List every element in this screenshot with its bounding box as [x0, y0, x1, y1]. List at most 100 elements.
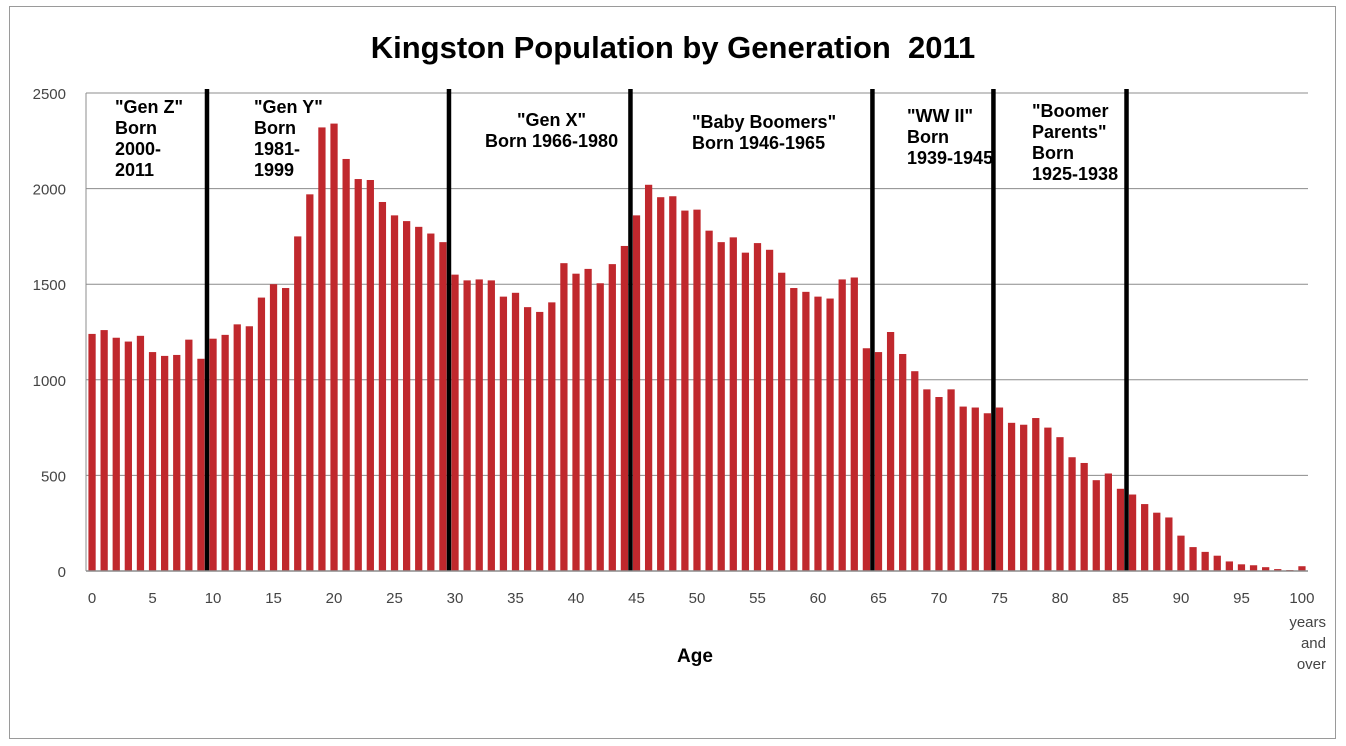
bar [1056, 437, 1064, 571]
bar [136, 335, 145, 571]
bar [523, 307, 532, 571]
bar [717, 242, 725, 572]
bar [366, 179, 374, 571]
bar [209, 338, 217, 571]
x-tick-label: 55 [749, 590, 766, 607]
bar [778, 272, 786, 571]
x-tick-label: 45 [628, 590, 645, 607]
bar [511, 292, 520, 571]
bar [1032, 418, 1040, 571]
x-axis-title: Age [677, 646, 713, 667]
x-tick-label-suffix: years and over [1289, 614, 1326, 673]
x-tick-label: 65 [870, 590, 887, 607]
bar [124, 341, 132, 571]
bar [923, 389, 931, 571]
bar [657, 197, 665, 572]
bar [814, 296, 822, 571]
bar [596, 283, 604, 571]
bar [802, 291, 810, 571]
bar [1237, 564, 1246, 571]
chart-title: Kingston Population by Generation 2011 [370, 30, 976, 65]
bar [342, 158, 350, 572]
bar [1141, 504, 1149, 571]
y-tick-label: 500 [41, 468, 66, 485]
bar [378, 201, 387, 571]
bar [1153, 512, 1161, 571]
bar [1080, 462, 1088, 571]
bar [1068, 457, 1076, 571]
x-tick-label: 60 [810, 590, 827, 607]
bar [1274, 569, 1282, 571]
bar [318, 127, 326, 571]
bar [173, 354, 181, 571]
x-tick-label: 85 [1112, 590, 1129, 607]
bar [427, 233, 435, 572]
bar [644, 184, 653, 571]
bar [390, 215, 399, 572]
x-tick-label: 40 [568, 590, 585, 607]
bar [1128, 494, 1137, 571]
bar [439, 242, 447, 572]
bar [415, 226, 423, 571]
bar [1225, 561, 1233, 571]
x-tick-label: 20 [326, 590, 343, 607]
bar [741, 252, 750, 572]
bar [850, 277, 858, 571]
y-tick-label: 2500 [33, 86, 66, 103]
x-tick-label: 10 [205, 590, 222, 607]
bar [1020, 424, 1028, 571]
bar [983, 413, 992, 571]
bar [463, 280, 471, 571]
bar [838, 279, 846, 571]
bar [451, 274, 459, 571]
bar [620, 245, 629, 571]
bar [669, 196, 677, 572]
bar [499, 296, 508, 571]
bar [899, 353, 907, 571]
bar [100, 330, 108, 571]
bar [257, 297, 266, 571]
bar [112, 337, 120, 571]
y-tick-label: 2000 [33, 182, 66, 199]
bar [1201, 551, 1209, 571]
y-tick-label: 0 [58, 564, 66, 581]
bar [1262, 567, 1270, 571]
x-tick-label: 0 [88, 590, 96, 607]
bar [584, 268, 592, 571]
bar [632, 215, 641, 572]
x-tick-label: 30 [447, 590, 464, 607]
bar [233, 324, 241, 571]
bar [681, 210, 689, 571]
y-tick-label: 1500 [33, 277, 66, 294]
bar [1177, 535, 1185, 571]
bar [148, 352, 157, 571]
bar [1092, 480, 1100, 571]
bar [886, 332, 895, 571]
bar [1044, 427, 1052, 571]
bar [1165, 517, 1173, 571]
x-tick-label: 90 [1173, 590, 1190, 607]
bar [221, 334, 229, 571]
x-tick-label: 75 [991, 590, 1008, 607]
bar [753, 243, 762, 572]
gen-z-label: "Gen Z" Born 2000- 2011 [115, 97, 184, 180]
bar [862, 348, 871, 571]
bar [402, 221, 411, 571]
bar [1298, 566, 1306, 571]
bar [790, 288, 798, 571]
bar [269, 284, 278, 571]
bar [1104, 473, 1112, 571]
bar [354, 179, 362, 572]
bar [245, 326, 253, 571]
x-tick-label: 70 [931, 590, 948, 607]
bar [1007, 422, 1016, 571]
bar [874, 352, 883, 571]
bar [294, 236, 302, 571]
x-tick-label: 25 [386, 590, 403, 607]
baby-boomers-label: "Baby Boomers" Born 1946-1965 [692, 112, 837, 153]
bar [282, 288, 290, 571]
ww2-label: "WW II" Born 1939-1945 [907, 106, 994, 168]
bar [826, 298, 834, 571]
bar [1213, 555, 1221, 571]
bar [185, 339, 193, 571]
